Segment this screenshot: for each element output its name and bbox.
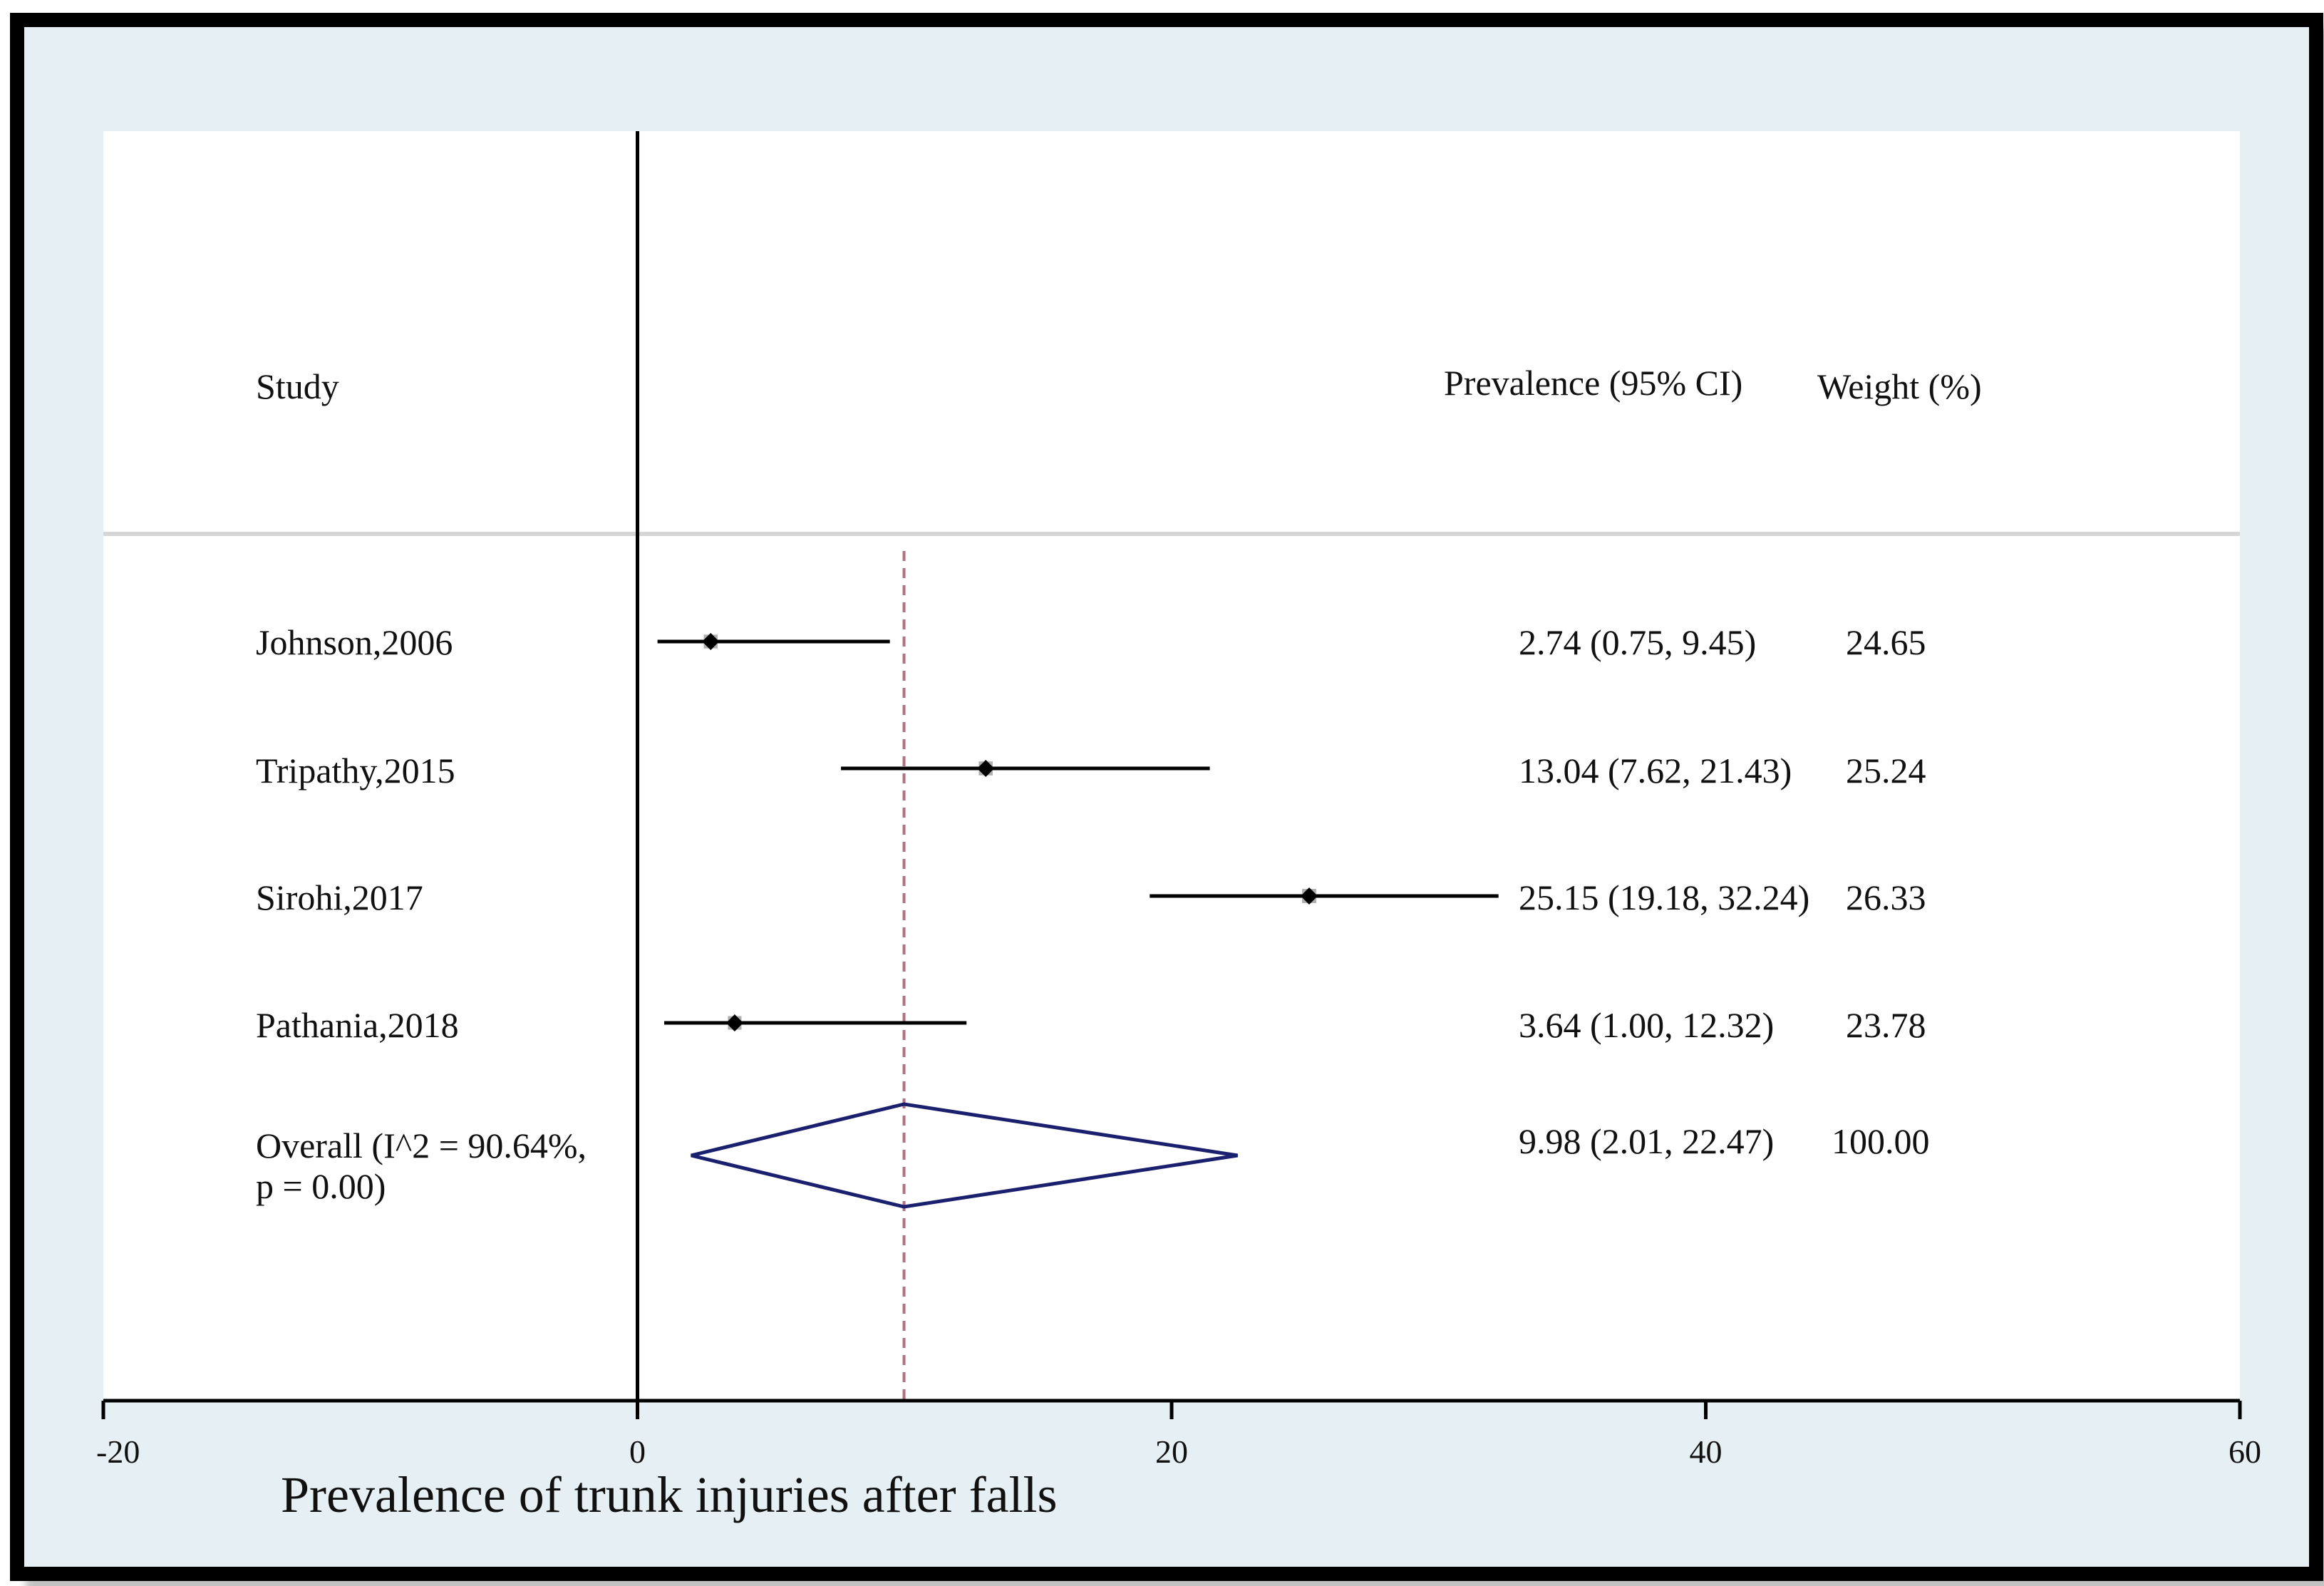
overall-label-line2: p = 0.00) xyxy=(256,1166,386,1206)
figure-frame: Study Prevalence (95% CI) Weight (%) Joh… xyxy=(10,13,2323,1581)
study-name: Tripathy,2015 xyxy=(256,751,455,791)
x-axis-label: Prevalence of trunk injuries after falls xyxy=(281,1466,1058,1523)
ci-text: 2.74 (0.75, 9.45) xyxy=(1519,622,1756,662)
header-study: Study xyxy=(256,366,339,406)
overall-label-line1: Overall (I^2 = 90.64%, xyxy=(256,1126,587,1165)
study-name: Johnson,2006 xyxy=(256,622,453,662)
ci-text: 25.15 (19.18, 32.24) xyxy=(1519,877,1809,917)
study-name: Pathania,2018 xyxy=(256,1005,459,1045)
study-row: Sirohi,2017 25.15 (19.18, 32.24) 26.33 xyxy=(256,877,1926,917)
ci-text: 3.64 (1.00, 12.32) xyxy=(1519,1005,1774,1045)
overall-ci-text: 9.98 (2.01, 22.47) xyxy=(1519,1121,1774,1161)
plot-area xyxy=(103,131,2240,1401)
header-weight: Weight (%) xyxy=(1817,366,1982,406)
point-estimate xyxy=(702,633,720,650)
ci-text: 13.04 (7.62, 21.43) xyxy=(1519,751,1792,791)
point-estimate xyxy=(977,760,995,777)
point-estimate xyxy=(1300,887,1318,905)
weight-text: 23.78 xyxy=(1846,1005,1926,1045)
study-row: Tripathy,2015 13.04 (7.62, 21.43) 25.24 xyxy=(256,751,1926,791)
x-axis-ticks: -20 0 20 40 60 xyxy=(96,1401,2261,1470)
forest-plot: Study Prevalence (95% CI) Weight (%) Joh… xyxy=(96,131,2261,1523)
study-row: Johnson,2006 2.74 (0.75, 9.45) 24.65 xyxy=(256,622,1926,662)
weight-text: 26.33 xyxy=(1846,877,1926,917)
overall-weight-text: 100.00 xyxy=(1832,1121,1930,1161)
weight-text: 24.65 xyxy=(1846,622,1926,662)
study-rows: Johnson,2006 2.74 (0.75, 9.45) 24.65 Tripat… xyxy=(256,622,1926,1045)
x-tick-label: 0 xyxy=(629,1433,646,1470)
header-prevalence: Prevalence (95% CI) xyxy=(1444,363,1742,403)
x-tick-label: -20 xyxy=(96,1433,140,1470)
x-tick-label: 20 xyxy=(1155,1433,1188,1470)
weight-text: 25.24 xyxy=(1846,751,1926,791)
x-tick-label: 60 xyxy=(2229,1433,2261,1470)
study-row: Pathania,2018 3.64 (1.00, 12.32) 23.78 xyxy=(256,1005,1926,1045)
x-tick-label: 40 xyxy=(1690,1433,1723,1470)
overall-diamond xyxy=(691,1102,1238,1209)
study-name: Sirohi,2017 xyxy=(256,877,423,917)
